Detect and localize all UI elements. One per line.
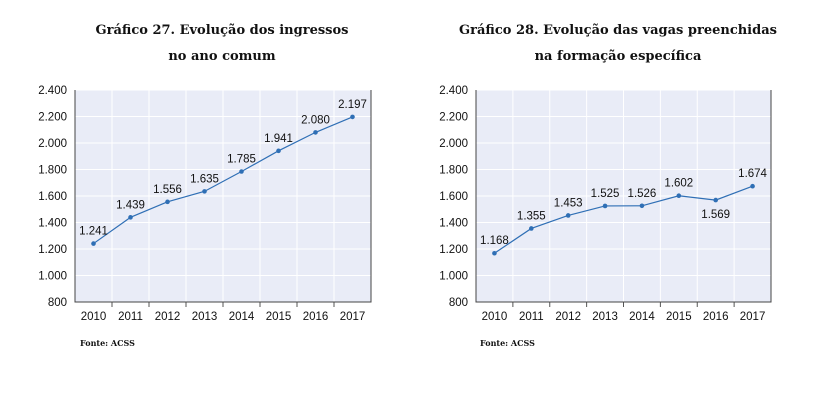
chart-1-data-point xyxy=(165,199,170,205)
chart-1-x-tick-label: 2012 xyxy=(155,311,181,323)
chart-1-y-tick-label: 1.800 xyxy=(38,165,67,177)
chart-1-title-line-2: no ano comum xyxy=(168,49,276,64)
chart-2-series-line xyxy=(494,185,753,254)
chart-2-x-tick-label: 2016 xyxy=(703,311,729,323)
chart-2-axes-frame xyxy=(475,90,772,303)
chart-1-x-tick-label: 2016 xyxy=(303,311,329,323)
chart-1-data-point xyxy=(91,241,96,246)
chart-1-x-tick-label: 2010 xyxy=(81,311,107,323)
chart-1-data-point xyxy=(128,215,133,220)
chart-1-data-label: 2.197 xyxy=(338,99,367,111)
chart-1-y-tick-label: 2.400 xyxy=(38,85,67,97)
chart-2-y-tick-label: 1.800 xyxy=(439,165,468,177)
chart-2-y-tick-label: 1.200 xyxy=(439,244,468,256)
chart-2-data-label: 1.355 xyxy=(517,210,546,222)
chart-1-data-point xyxy=(276,148,281,154)
chart-1-x-tick-label: 2015 xyxy=(266,311,292,323)
chart-2-data-point xyxy=(713,197,718,203)
chart-1-data-label: 1.635 xyxy=(190,173,219,185)
chart-2-data-point xyxy=(565,213,571,218)
chart-1-data-label: 1.241 xyxy=(79,226,108,238)
chart-1-data-point xyxy=(313,130,318,135)
chart-2-data-point xyxy=(529,226,534,231)
chart-2-y-tick-label: 2.000 xyxy=(439,138,468,150)
chart-1-y-tick-label: 2.000 xyxy=(38,138,67,150)
chart-2-data-label: 1.674 xyxy=(738,168,767,180)
chart-1-x-tick-label: 2013 xyxy=(192,311,218,323)
chart-2-x-tick-label: 2017 xyxy=(740,311,766,323)
chart-1-x-tick-label: 2017 xyxy=(340,311,366,323)
chart-1-y-tick-label: 1.200 xyxy=(38,244,67,256)
chart-2-y-tick-label: 1.600 xyxy=(439,191,468,203)
chart-1-data-point xyxy=(350,114,355,120)
chart-2-y-tick-label: 1.000 xyxy=(439,271,468,283)
chart-1-title: Gráfico 27. Evolução dos ingressos no an… xyxy=(42,18,402,70)
chart-2-data-point xyxy=(602,203,608,209)
chart-1-data-label: 1.439 xyxy=(116,199,145,211)
chart-2-x-tick-label: 2013 xyxy=(592,311,618,323)
chart-2-title-line-1: Gráfico 28. Evolução das vagas preenchid… xyxy=(459,23,777,38)
chart-2-data-label: 1.569 xyxy=(701,209,730,221)
chart-1-y-tick-label: 1.400 xyxy=(38,218,67,230)
chart-1-y-tick-label: 800 xyxy=(48,297,67,309)
chart-2-data-label: 1.453 xyxy=(554,197,583,209)
chart-2-y-tick-label: 1.400 xyxy=(439,218,468,230)
chart-2-data-point xyxy=(639,203,645,209)
chart-1-data-label: 1.785 xyxy=(227,153,256,165)
chart-1-data-point xyxy=(239,169,244,174)
chart-2-title-line-2: na formação específica xyxy=(534,49,702,64)
chart-1-title-line-1: Gráfico 27. Evolução dos ingressos xyxy=(95,23,349,38)
chart-1-data-label: 1.941 xyxy=(264,133,293,145)
chart-2-data-label: 1.168 xyxy=(480,235,509,247)
chart-1-y-tick-label: 2.200 xyxy=(38,112,67,124)
chart-1-y-tick-label: 1.000 xyxy=(38,271,67,283)
chart-2-y-tick-label: 2.200 xyxy=(439,112,468,124)
chart-1-x-tick-label: 2011 xyxy=(118,311,143,323)
chart-1-series-line xyxy=(93,116,353,245)
chart-1-data-point xyxy=(202,189,207,194)
chart-1-data-label: 2.080 xyxy=(301,114,330,126)
chart-1-source: Fonte: ACSS xyxy=(80,338,135,348)
chart-2-x-tick-label: 2012 xyxy=(555,311,581,323)
chart-2-data-point xyxy=(492,250,497,256)
chart-1-axes-frame xyxy=(74,90,372,303)
chart-1-data-label: 1.556 xyxy=(153,184,182,196)
chart-2-y-tick-label: 2.400 xyxy=(439,85,468,97)
chart-2-data-label: 1.526 xyxy=(628,188,657,200)
chart-2-data-label: 1.525 xyxy=(591,188,620,200)
chart-2-x-tick-label: 2014 xyxy=(629,311,655,323)
chart-1-x-tick-label: 2014 xyxy=(229,311,255,323)
chart-2-title: Gráfico 28. Evolução das vagas preenchid… xyxy=(438,18,798,70)
chart-2-data-label: 1.602 xyxy=(664,178,693,190)
chart-2-y-tick-label: 800 xyxy=(449,297,468,309)
chart-1-y-tick-label: 1.600 xyxy=(38,191,67,203)
chart-2-x-tick-label: 2015 xyxy=(666,311,692,323)
chart-2-x-tick-label: 2010 xyxy=(482,311,508,323)
chart-2-source: Fonte: ACSS xyxy=(480,338,535,348)
chart-2-x-tick-label: 2011 xyxy=(519,311,544,323)
chart-2-data-point xyxy=(676,193,682,199)
chart-2-data-point xyxy=(750,183,755,189)
